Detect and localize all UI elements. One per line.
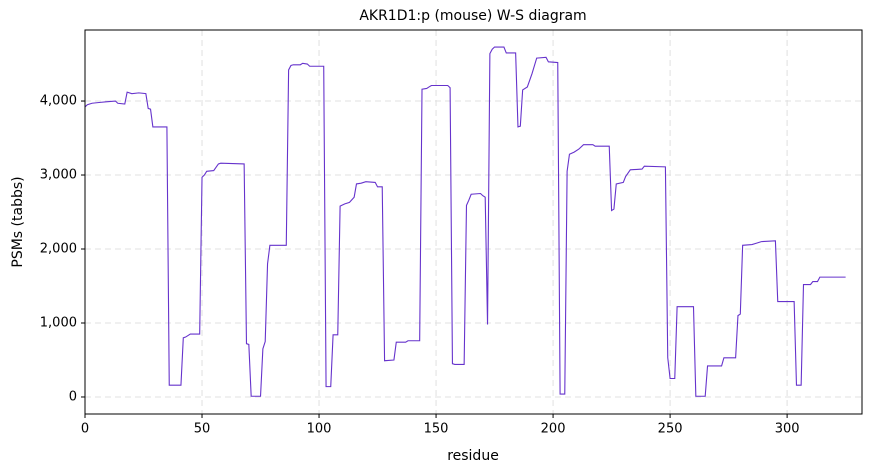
x-tick-label: 200 <box>541 422 566 437</box>
x-tick-label: 250 <box>658 422 683 437</box>
x-tick-label: 0 <box>81 422 89 437</box>
x-tick-label: 300 <box>775 422 800 437</box>
x-tick-label: 100 <box>307 422 332 437</box>
y-tick-label: 4,000 <box>40 94 77 109</box>
y-tick-label: 0 <box>69 389 77 404</box>
y-tick-label: 2,000 <box>40 242 77 257</box>
x-tick-label: 50 <box>194 422 211 437</box>
data-line <box>84 46 846 397</box>
y-tick-label: 3,000 <box>40 168 77 183</box>
x-tick-label: 150 <box>424 422 449 437</box>
x-axis-label: residue <box>447 448 499 464</box>
plot-frame <box>84 29 863 415</box>
y-axis-label: PSMs (tabbs) <box>10 176 26 267</box>
y-tick-label: 1,000 <box>40 315 77 330</box>
chart-title: AKR1D1:p (mouse) W-S diagram <box>359 8 586 24</box>
